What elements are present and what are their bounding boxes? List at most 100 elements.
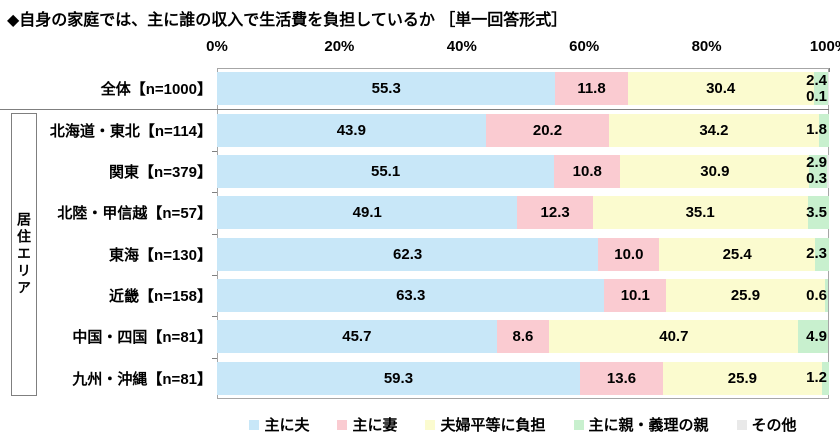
bar-segment: 10.8 (554, 154, 621, 188)
segment-value: 10.8 (572, 162, 602, 180)
bar-segment: 63.3 (217, 279, 605, 313)
row-track: 55.3 11.8 30.4 2.4 0.1 (217, 72, 829, 106)
segment-value: 35.1 (685, 204, 715, 222)
bar-segment: 13.6 (579, 361, 664, 395)
segment-value: 55.1 (371, 162, 401, 180)
segment-value: 63.3 (396, 287, 426, 305)
small-segment-values: 3.5 (806, 204, 827, 221)
row-track: 62.3 10.0 25.4 2.3 (217, 237, 829, 271)
chart-row: 北陸・甲信越【n=57】 49.1 12.3 35.1 3.5 (0, 192, 840, 233)
legend-item: その他 (736, 414, 797, 435)
row-label: 関東【n=379】 (109, 163, 212, 181)
segment-value: 12.3 (540, 204, 570, 222)
bar-segment (828, 72, 829, 106)
bar-segment (807, 196, 829, 230)
segment-value: 2.4 (806, 72, 827, 89)
row-track: 63.3 10.1 25.9 0.6 (217, 279, 829, 313)
bar-segment: 59.3 (217, 361, 580, 395)
bar-segment: 11.8 (555, 72, 628, 106)
row-track: 43.9 20.2 34.2 1.8 (217, 113, 829, 147)
x-axis-tick-label: 80% (691, 38, 722, 55)
segment-value: 59.3 (383, 369, 414, 387)
small-segment-values: 0.6 (806, 286, 827, 304)
segment-value: 45.7 (342, 328, 372, 346)
x-axis-tick-label: 60% (569, 38, 600, 55)
segment-value: 62.3 (393, 245, 423, 263)
legend-label: 主に妻 (352, 417, 398, 434)
legend-item: 主に夫 (249, 414, 309, 435)
legend-label: 夫婦平等に負担 (440, 417, 546, 434)
legend-item: 主に妻 (337, 414, 397, 435)
legend-swatch (573, 419, 584, 430)
bar-segment: 8.6 (496, 320, 550, 354)
chart-row: 全体【n=1000】 55.3 11.8 30.4 2.4 0.1 (0, 68, 840, 109)
chart-row: 北海道・東北【n=114】 43.9 20.2 34.2 1.8 (0, 109, 840, 150)
row-track: 45.7 8.6 40.7 4.9 (217, 320, 829, 354)
row-label: 北陸・甲信越【n=57】 (57, 205, 212, 223)
row-track: 49.1 12.3 35.1 3.5 (217, 196, 829, 230)
bar-segment: 62.3 (217, 237, 599, 271)
legend-item: 夫婦平等に負担 (425, 414, 546, 435)
segment-value: 30.4 (706, 80, 736, 98)
legend-label: 主に親・義理の親 (588, 417, 709, 434)
legend-swatch (425, 419, 436, 430)
bar-segment (824, 279, 829, 313)
bar-segment: 10.1 (604, 279, 667, 313)
segment-value: 11.8 (577, 80, 606, 98)
bar-segment: 25.4 (659, 237, 815, 271)
legend-swatch (736, 419, 747, 430)
bar-segment: 55.1 (217, 154, 555, 188)
bar-segment: 40.7 (549, 320, 799, 354)
chart-row: 九州・沖縄【n=81】 59.3 13.6 25.9 1.2 (0, 358, 840, 399)
bar-segment: 30.9 (620, 154, 810, 188)
segment-value: 2.9 (806, 154, 827, 172)
bar-segment: 35.1 (592, 196, 808, 230)
segment-value: 0.6 (806, 286, 827, 304)
chart-row: 関東【n=379】 55.1 10.8 30.9 2.9 0.3 (0, 151, 840, 192)
bar-segment: 12.3 (517, 196, 593, 230)
total-separator-line (0, 109, 829, 110)
y-axis-tick-mark (212, 150, 217, 152)
row-track: 59.3 13.6 25.9 1.2 (217, 361, 829, 395)
y-axis-tick-mark (212, 192, 217, 194)
segment-value: 0.1 (806, 87, 827, 105)
x-axis-tick-mark (828, 68, 830, 72)
segment-value: 40.7 (659, 328, 689, 346)
bar-segment: 20.2 (485, 113, 610, 147)
chart-row: 東海【n=130】 62.3 10.0 25.4 2.3 (0, 234, 840, 275)
bar-segment (818, 113, 829, 147)
x-axis-tick-label: 100% (809, 38, 840, 55)
segment-value: 10.1 (620, 287, 650, 305)
chart-title: ◆自身の家庭では、主に誰の収入で生活費を負担しているか ［単一回答形式］ (7, 12, 568, 29)
segment-value: 8.6 (512, 328, 534, 346)
legend-swatch (249, 419, 260, 430)
bar-segment: 10.0 (598, 237, 660, 271)
legend-swatch (337, 419, 348, 430)
small-segment-values: 1.2 (806, 370, 827, 386)
row-label: 中国・四国【n=81】 (72, 329, 212, 347)
segment-value: 30.9 (700, 162, 730, 180)
bar-segment: 25.9 (663, 361, 822, 395)
row-label: 近畿【n=158】 (109, 288, 212, 306)
legend-label: その他 (751, 417, 797, 434)
segment-value: 20.2 (532, 121, 563, 139)
bar-segment: 30.4 (627, 72, 814, 106)
row-label: 北海道・東北【n=114】 (49, 122, 212, 140)
y-axis-tick-mark (212, 357, 217, 359)
y-axis-tick-mark (212, 274, 217, 276)
x-axis-tick-label: 20% (324, 38, 355, 55)
bar-segment: 34.2 (609, 113, 819, 147)
y-axis-tick-mark (212, 233, 217, 235)
x-axis-tick-label: 0% (206, 38, 228, 55)
row-label: 九州・沖縄【n=81】 (72, 370, 212, 388)
chart-row: 近畿【n=158】 63.3 10.1 25.9 0.6 (0, 275, 840, 316)
segment-value: 0.3 (806, 170, 827, 188)
segment-value: 25.4 (722, 245, 752, 263)
bar-segment: 25.9 (666, 279, 825, 313)
segment-value: 1.2 (806, 369, 827, 387)
segment-value: 1.8 (806, 121, 827, 139)
segment-value: 49.1 (352, 204, 382, 222)
bar-segment: 55.3 (217, 72, 556, 106)
bar-segment (798, 320, 829, 354)
row-track: 55.1 10.8 30.9 2.9 0.3 (217, 154, 829, 188)
